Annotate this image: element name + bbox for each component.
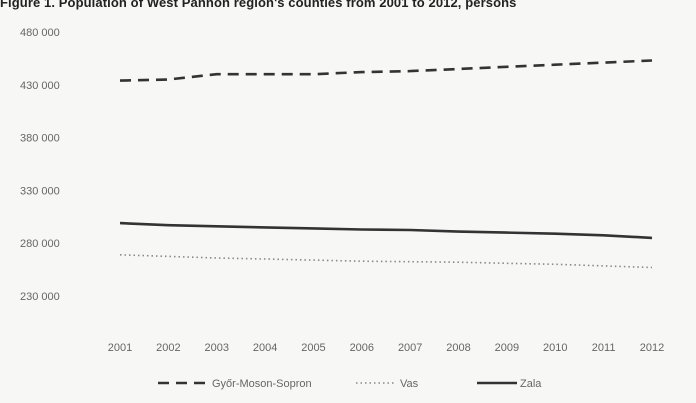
x-tick-label: 2012 <box>640 342 664 354</box>
series-line-zala <box>119 221 653 240</box>
x-tick-label: 2004 <box>253 342 277 354</box>
x-tick-label: 2002 <box>156 342 180 354</box>
x-tick-label: 2006 <box>350 342 374 354</box>
y-tick-label: 480 000 <box>20 27 60 39</box>
legend-label: Vas <box>400 378 419 390</box>
y-axis-ticks: 230 000 280 000 330 000 380 000 430 000 480 0… <box>20 27 60 303</box>
x-tick-label: 2011 <box>592 342 616 354</box>
y-tick-label: 280 000 <box>20 238 60 250</box>
series-line-gy-r-moson-sopron <box>119 59 653 82</box>
x-tick-label: 2007 <box>398 342 422 354</box>
legend-label: Zala <box>520 378 542 390</box>
x-tick-label: 2005 <box>301 342 325 354</box>
y-tick-label: 330 000 <box>20 185 60 197</box>
y-tick-label: 380 000 <box>20 133 60 145</box>
y-tick-label: 230 000 <box>20 291 60 303</box>
x-tick-label: 2001 <box>108 342 132 354</box>
legend-label: Győr-Moson-Sopron <box>212 378 312 390</box>
x-tick-label: 2003 <box>204 342 228 354</box>
y-tick-label: 430 000 <box>20 80 60 92</box>
x-axis-ticks: 2001 2002 2003 2004 2005 2006 2007 2008 2009 2010… <box>108 342 664 354</box>
series-line-vas <box>119 254 653 269</box>
x-tick-label: 2010 <box>543 342 567 354</box>
series-lines <box>119 59 653 269</box>
x-tick-label: 2008 <box>446 342 470 354</box>
chart-title: Figure 1. Population of West Pannon regi… <box>0 0 517 10</box>
x-tick-label: 2009 <box>495 342 519 354</box>
legend: Győr-Moson-Sopron Vas Zala <box>158 378 542 390</box>
